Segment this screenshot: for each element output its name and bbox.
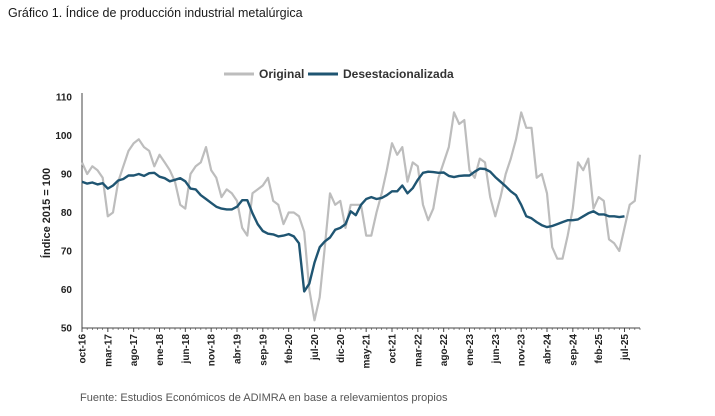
series-line-desestacionalizada bbox=[81, 167, 625, 293]
y-tick-label: 90 bbox=[61, 170, 73, 181]
x-tick-label: dic-20 bbox=[336, 334, 347, 363]
x-axis: oct-16 mar-17 ago-17 ene-18 jun-18 nov-18 abr-… bbox=[78, 327, 641, 369]
x-tick-label: jun-18 bbox=[181, 334, 192, 365]
x-tick-label: oct-16 bbox=[78, 334, 89, 364]
x-tick-label: ago-17 bbox=[129, 334, 140, 367]
x-tick-label: feb-20 bbox=[284, 334, 295, 364]
chart-title: Gráfico 1. Índice de producción industri… bbox=[8, 6, 303, 20]
x-tick-label: sep-19 bbox=[258, 334, 269, 366]
y-tick-label: 60 bbox=[61, 285, 73, 296]
legend: Original Desestacionalizada bbox=[224, 67, 454, 81]
x-tick-label: mar-17 bbox=[103, 334, 114, 367]
x-tick-label: nov-23 bbox=[517, 334, 528, 367]
y-tick-label: 50 bbox=[61, 324, 73, 335]
x-tick-label: oct-21 bbox=[388, 334, 399, 364]
y-axis-label: Índice 2015 = 100 bbox=[40, 168, 53, 258]
x-tick-label: nov-18 bbox=[207, 334, 218, 367]
legend-label: Original bbox=[259, 67, 304, 81]
x-tick-label: feb-25 bbox=[594, 334, 605, 364]
y-tick-label: 80 bbox=[61, 208, 73, 219]
series-lines bbox=[80, 111, 642, 322]
x-tick-label: ene-23 bbox=[465, 334, 476, 366]
x-tick-label: ago-22 bbox=[439, 334, 450, 367]
x-tick-label: abr-19 bbox=[233, 334, 244, 364]
x-tick-label: mar-22 bbox=[413, 334, 424, 367]
legend-item-original: Original bbox=[224, 67, 304, 81]
series-line-original bbox=[80, 111, 642, 322]
x-tick-label: jun-23 bbox=[491, 334, 502, 365]
y-axis: 50 60 70 80 90 100 110 bbox=[55, 93, 83, 335]
x-tick-label: ene-18 bbox=[155, 334, 166, 366]
x-tick-label: sep-24 bbox=[568, 334, 579, 366]
x-tick-label: jul-20 bbox=[310, 334, 321, 362]
legend-label: Desestacionalizada bbox=[343, 67, 454, 81]
x-tick-label: may-21 bbox=[362, 334, 373, 369]
y-tick-label: 100 bbox=[55, 131, 72, 142]
legend-item-desestacionalizada: Desestacionalizada bbox=[308, 67, 454, 81]
y-tick-label: 70 bbox=[61, 247, 73, 258]
x-tick-label: abr-24 bbox=[543, 334, 554, 364]
source-note: Fuente: Estudios Económicos de ADIMRA en… bbox=[80, 392, 448, 404]
x-tick-label: jul-25 bbox=[620, 334, 631, 362]
y-tick-label: 110 bbox=[56, 93, 73, 104]
